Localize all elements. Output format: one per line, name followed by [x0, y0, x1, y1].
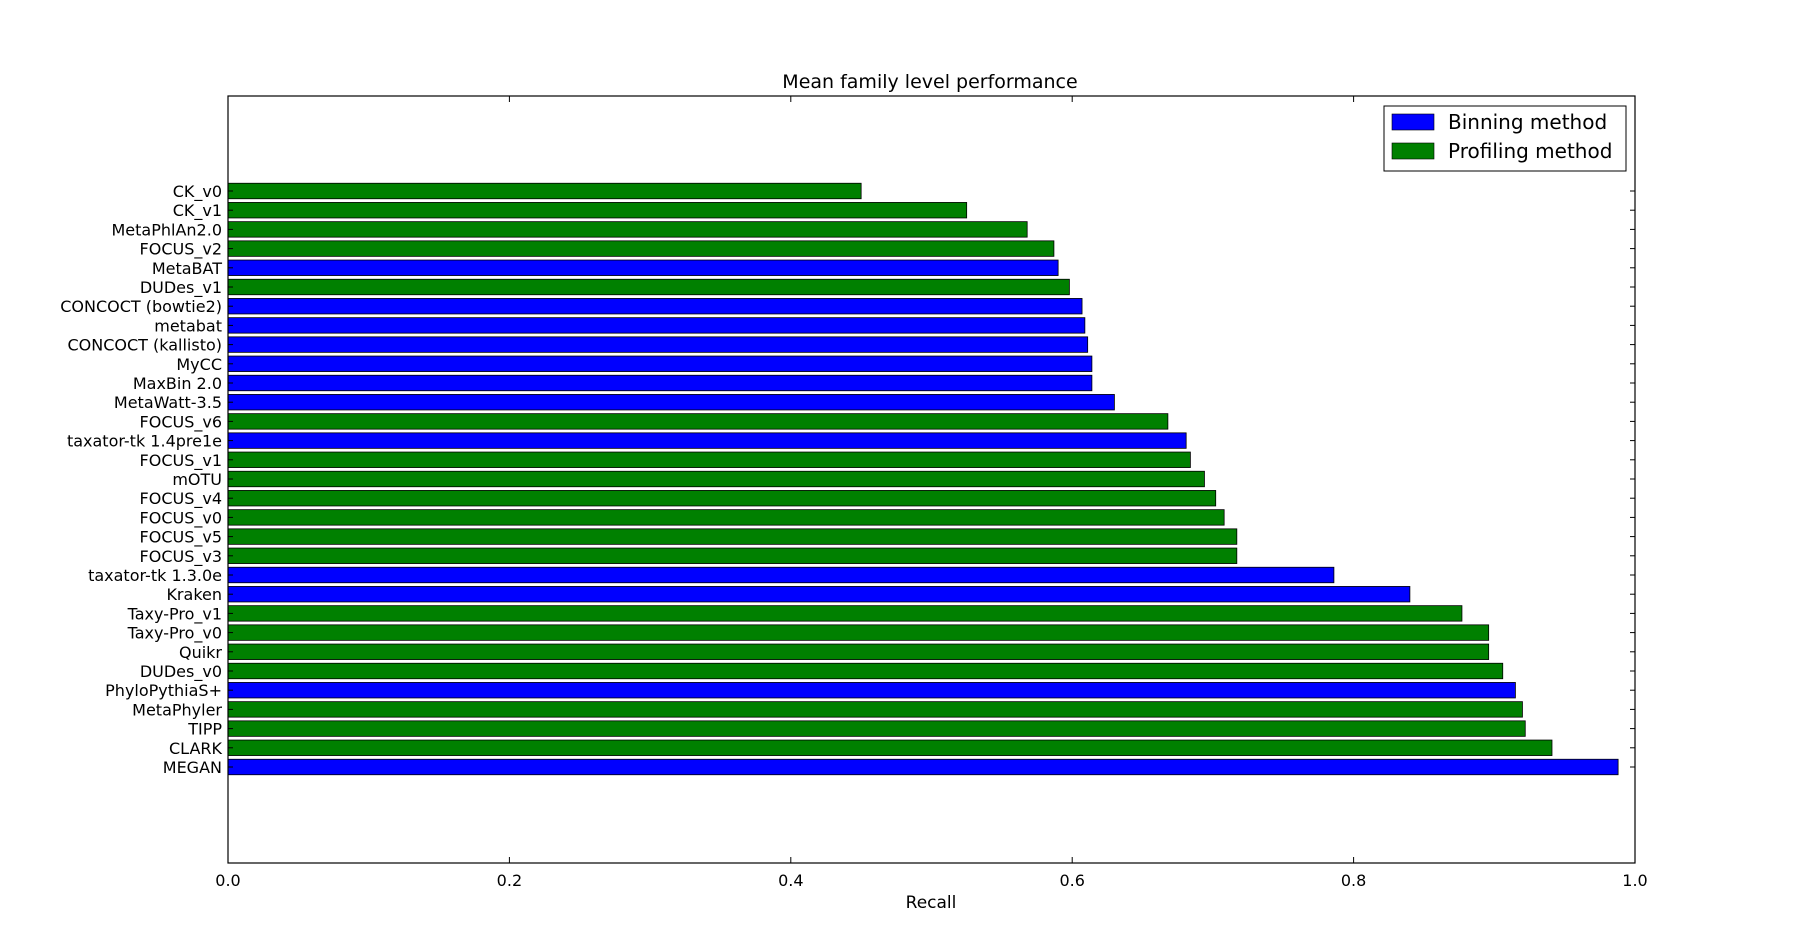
bar-profiling — [227, 624, 1490, 641]
bar-binning — [227, 566, 1335, 584]
y-tick-label: CK_v0 — [173, 182, 222, 202]
y-tick-label: Taxy-Pro_v1 — [127, 604, 222, 624]
bar-binning — [227, 317, 1086, 334]
y-tick-label: DUDes_v1 — [140, 278, 222, 298]
plot-frame — [227, 95, 1636, 864]
bar-profiling — [227, 221, 1028, 238]
bar-profiling — [227, 739, 1553, 756]
y-tick-label: PhyloPythiaS+ — [105, 681, 222, 700]
y-tick-label: CLARK — [169, 739, 223, 758]
bar-binning — [227, 586, 1411, 603]
x-tick-label: 0.4 — [778, 871, 803, 890]
x-ticks: 0.0 0.2 0.4 0.6 0.8 1.0 — [215, 96, 1648, 890]
bar-binning — [227, 758, 1619, 776]
y-tick-label: CONCOCT (kallisto) — [67, 336, 222, 355]
bar-profiling — [227, 451, 1191, 468]
y-tick-label: FOCUS_v6 — [140, 412, 222, 432]
bar-binning — [227, 374, 1093, 392]
y-tick-label: FOCUS_v3 — [140, 547, 222, 567]
x-tick-label: 0.2 — [497, 871, 522, 890]
bar-profiling — [227, 547, 1238, 564]
legend-swatch-binning — [1391, 113, 1435, 131]
y-tick-label: MetaWatt-3.5 — [114, 393, 222, 412]
legend-label-profiling: Profiling method — [1448, 139, 1612, 163]
y-tick-label: Quikr — [179, 643, 222, 662]
bar-binning — [227, 259, 1059, 276]
legend: Binning method Profiling method — [1383, 105, 1627, 172]
y-tick-label: metabat — [154, 316, 222, 335]
y-tick-label: CONCOCT (bowtie2) — [60, 297, 222, 316]
legend-label-binning: Binning method — [1448, 110, 1607, 134]
bar-profiling — [227, 413, 1169, 430]
x-tick-label: 1.0 — [1622, 871, 1647, 890]
bar-profiling — [227, 720, 1526, 737]
y-tick-label: MEGAN — [163, 758, 222, 777]
y-tick-label: FOCUS_v4 — [140, 489, 222, 509]
y-tick-label: taxator-tk 1.3.0e — [88, 566, 222, 585]
y-tick-label: Taxy-Pro_v0 — [127, 624, 222, 644]
y-tick-label: Kraken — [166, 585, 222, 604]
bar-profiling — [227, 701, 1523, 718]
y-tick-labels: CK_v0CK_v1MetaPhlAn2.0FOCUS_v2MetaBATDUD… — [60, 182, 1635, 777]
y-tick-label: FOCUS_v1 — [140, 451, 222, 471]
bar-binning — [227, 432, 1187, 449]
y-tick-label: MaxBin 2.0 — [133, 374, 222, 393]
bar-binning — [227, 682, 1516, 699]
y-tick-label: DUDes_v0 — [140, 662, 222, 682]
x-axis-label: Recall — [906, 893, 957, 913]
y-tick-label: CK_v1 — [173, 201, 222, 221]
bar-profiling — [227, 182, 862, 200]
bar-profiling — [227, 470, 1205, 488]
y-tick-label: MetaPhlAn2.0 — [112, 220, 223, 239]
x-tick-label: 0.6 — [1059, 871, 1084, 890]
bar-binning — [227, 355, 1093, 372]
bar-binning — [227, 394, 1115, 411]
chart-title: Mean family level performance — [782, 71, 1077, 93]
bar-profiling — [227, 509, 1225, 526]
y-tick-label: MetaPhyler — [132, 700, 222, 719]
bar-binning — [227, 336, 1089, 353]
legend-swatch-profiling — [1391, 142, 1435, 160]
x-tick-label: 0.0 — [215, 871, 240, 890]
y-tick-label: mOTU — [172, 470, 222, 489]
bar-profiling — [227, 490, 1217, 507]
y-tick-label: FOCUS_v2 — [140, 240, 222, 260]
y-tick-label: MetaBAT — [152, 259, 222, 278]
bar-profiling — [227, 202, 968, 219]
y-tick-label: FOCUS_v5 — [140, 528, 222, 548]
y-tick-label: taxator-tk 1.4pre1e — [67, 432, 222, 451]
y-tick-label: MyCC — [176, 355, 222, 374]
y-tick-label: FOCUS_v0 — [140, 508, 222, 528]
bar-profiling — [227, 643, 1490, 660]
bar-profiling — [227, 662, 1504, 680]
bar-profiling — [227, 605, 1463, 622]
y-tick-label: TIPP — [187, 720, 222, 739]
bar-profiling — [227, 528, 1238, 545]
bar-profiling — [227, 240, 1055, 257]
bar-profiling — [227, 278, 1070, 296]
x-tick-label: 0.8 — [1341, 871, 1366, 890]
bar-binning — [227, 298, 1083, 315]
